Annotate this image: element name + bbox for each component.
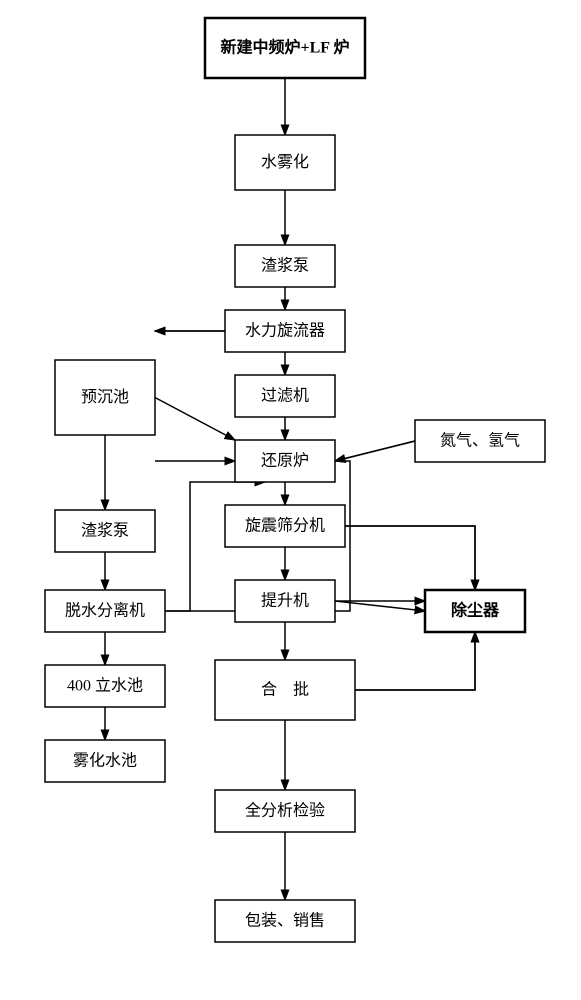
node-label: 雾化水池 <box>73 752 137 770</box>
node-label: 水雾化 <box>261 153 309 171</box>
node-label: 400 立水池 <box>67 677 143 695</box>
node-n7: 旋震筛分机 <box>225 505 345 547</box>
node-n17: 氮气、氢气 <box>415 420 545 462</box>
node-label: 渣浆泵 <box>81 522 129 540</box>
node-label: 除尘器 <box>451 601 500 620</box>
node-n4: 水力旋流器 <box>225 310 345 352</box>
node-label: 提升机 <box>261 592 309 610</box>
node-n6: 还原炉 <box>235 440 335 482</box>
flow-edge <box>335 441 415 461</box>
node-label: 过滤机 <box>261 387 309 405</box>
flow-edge <box>345 526 475 590</box>
node-label: 氮气、氢气 <box>440 432 520 450</box>
flow-edge <box>345 526 475 590</box>
node-n5: 过滤机 <box>235 375 335 417</box>
node-n13: 渣浆泵 <box>55 510 155 552</box>
node-n3: 渣浆泵 <box>235 245 335 287</box>
node-label: 脱水分离机 <box>65 602 145 620</box>
node-n14: 脱水分离机 <box>45 590 165 632</box>
node-label: 全分析检验 <box>245 802 325 820</box>
node-n9: 合 批 <box>215 660 355 720</box>
flow-edge <box>335 601 425 611</box>
node-label: 预沉池 <box>81 388 129 406</box>
flow-edge <box>155 398 235 441</box>
flowchart-canvas: 新建中频炉+LF 炉水雾化渣浆泵水力旋流器过滤机还原炉旋震筛分机提升机合 批全分… <box>0 0 581 1000</box>
flow-edge <box>355 632 475 690</box>
flow-edge <box>355 632 475 690</box>
node-n18: 除尘器 <box>425 590 525 632</box>
node-label: 新建中频炉+LF 炉 <box>221 38 350 57</box>
node-label: 合 批 <box>261 681 309 699</box>
node-label: 旋震筛分机 <box>245 516 325 535</box>
node-label: 水力旋流器 <box>245 322 325 340</box>
node-label: 包装、销售 <box>245 912 325 930</box>
node-n2: 水雾化 <box>235 135 335 190</box>
node-n1: 新建中频炉+LF 炉 <box>205 18 365 78</box>
node-n12: 预沉池 <box>55 360 155 435</box>
node-n10: 全分析检验 <box>215 790 355 832</box>
node-n16: 雾化水池 <box>45 740 165 782</box>
node-n15: 400 立水池 <box>45 665 165 707</box>
node-n11: 包装、销售 <box>215 900 355 942</box>
node-label: 渣浆泵 <box>261 257 309 275</box>
node-label: 还原炉 <box>261 452 309 470</box>
node-n8: 提升机 <box>235 580 335 622</box>
